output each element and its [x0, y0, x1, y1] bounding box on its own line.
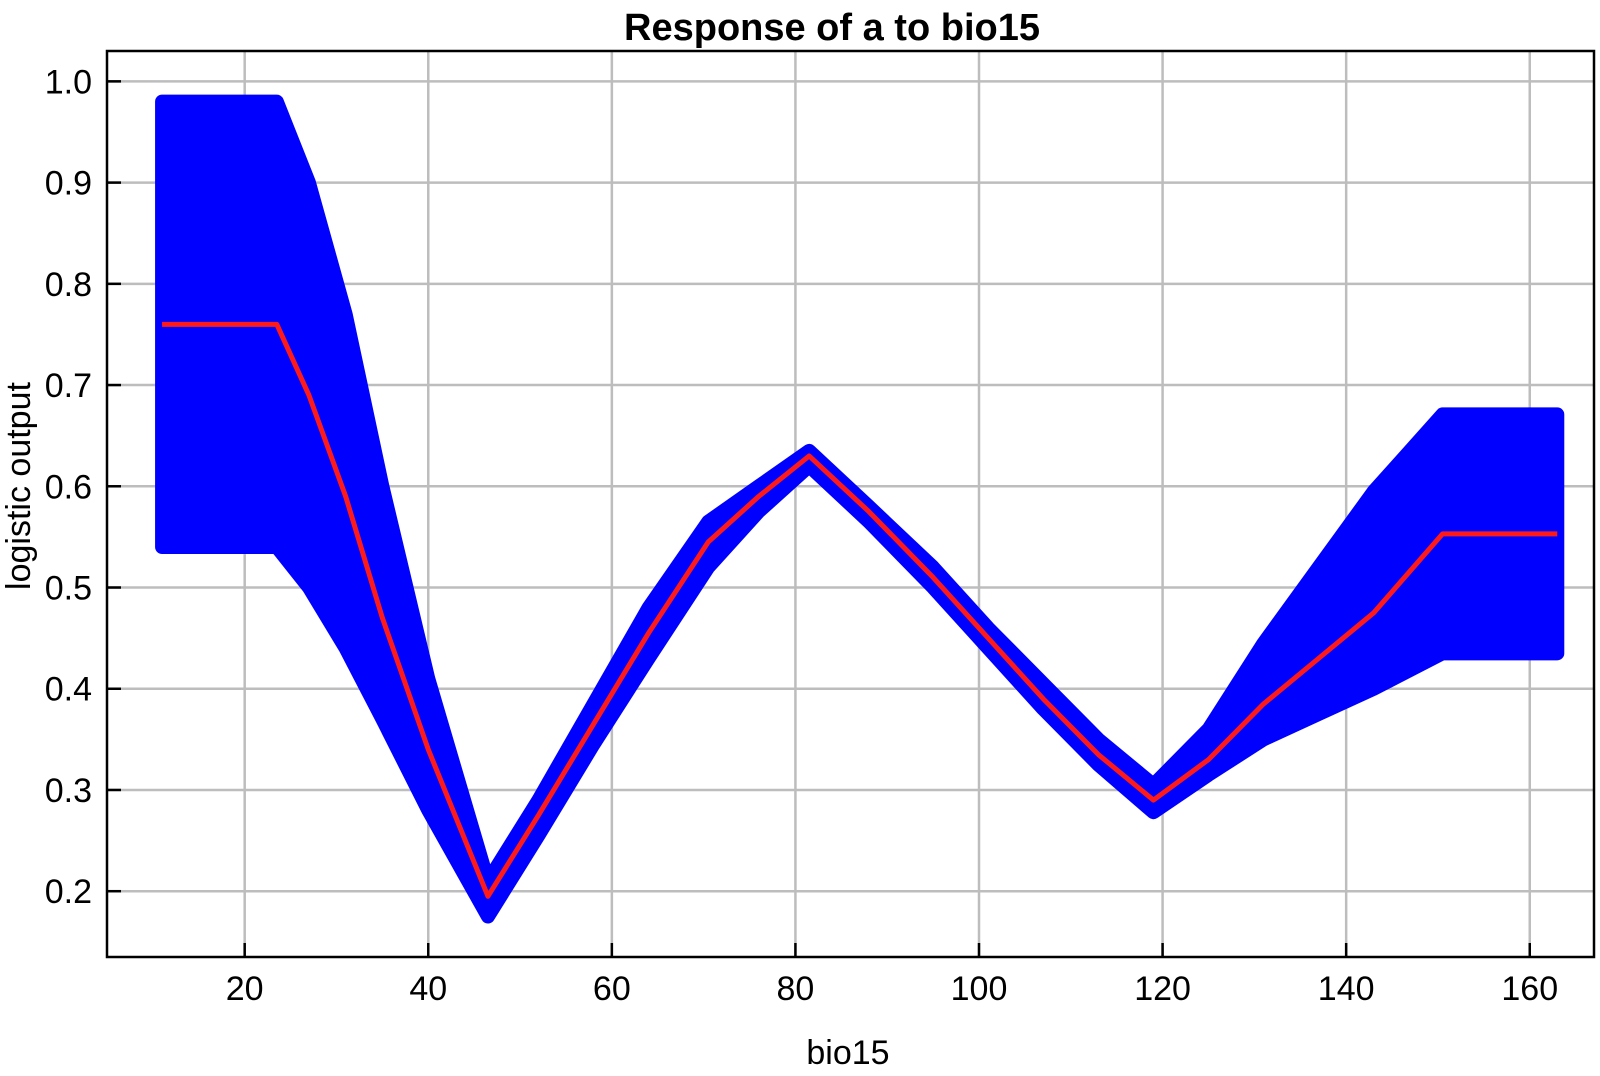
- y-axis-ticks: 0.2 0.3 0.4 0.5 0.6 0.7 0.8 0.9 1.0: [45, 63, 121, 911]
- x-tick-label: 140: [1318, 970, 1375, 1008]
- x-tick-label: 60: [593, 970, 631, 1008]
- y-tick-label: 0.2: [45, 873, 92, 911]
- x-tick-label: 80: [777, 970, 815, 1008]
- mean-response-line: [162, 321, 1558, 899]
- x-axis-ticks: 20 40 60 80 100 120 140 160: [226, 943, 1558, 1008]
- x-axis-label: bio15: [806, 1034, 889, 1072]
- y-tick-label: 0.6: [45, 468, 92, 506]
- plot-frame: [105, 49, 1596, 959]
- confidence-band: [155, 94, 1565, 924]
- chart-title: Response of a to bio15: [624, 7, 1040, 49]
- y-tick-label: 1.0: [45, 63, 92, 101]
- y-axis-label: logistic output: [0, 381, 38, 589]
- y-tick-label: 0.5: [45, 570, 92, 608]
- y-tick-label: 0.7: [45, 367, 92, 405]
- y-tick-label: 0.8: [45, 266, 92, 304]
- x-tick-label: 20: [226, 970, 264, 1008]
- y-tick-label: 0.4: [45, 671, 92, 709]
- y-tick-label: 0.9: [45, 165, 92, 203]
- x-tick-label: 160: [1501, 970, 1558, 1008]
- y-tick-label: 0.3: [45, 772, 92, 810]
- x-tick-label: 100: [951, 970, 1008, 1008]
- x-tick-label: 120: [1134, 970, 1191, 1008]
- x-tick-label: 40: [409, 970, 447, 1008]
